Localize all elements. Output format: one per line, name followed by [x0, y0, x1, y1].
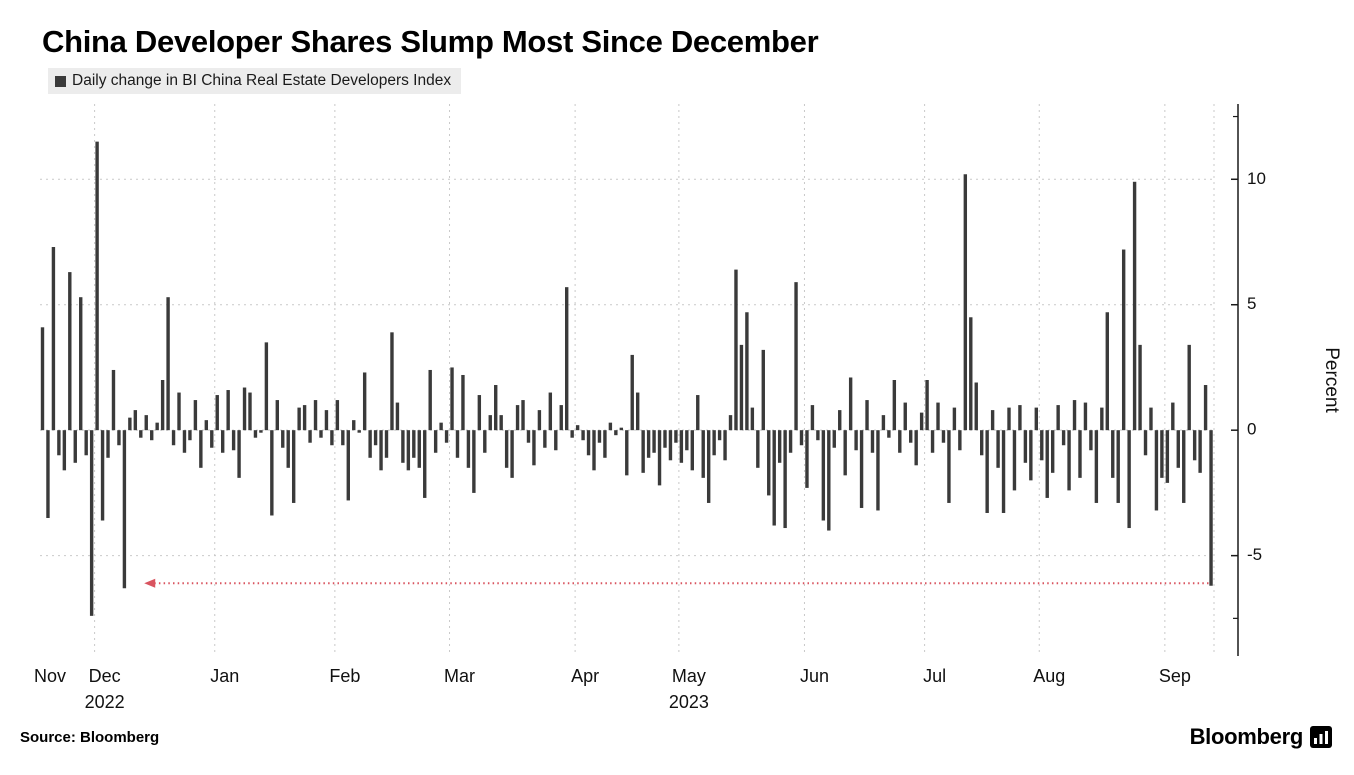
svg-text:10: 10 [1247, 169, 1266, 188]
svg-text:2023: 2023 [669, 692, 709, 712]
chart-page: China Developer Shares Slump Most Since … [0, 24, 1354, 775]
svg-text:Jul: Jul [923, 666, 946, 686]
svg-text:2022: 2022 [85, 692, 125, 712]
svg-text:Feb: Feb [329, 666, 360, 686]
svg-text:5: 5 [1247, 294, 1256, 313]
svg-text:Sep: Sep [1159, 666, 1191, 686]
svg-text:Dec: Dec [89, 666, 121, 686]
svg-text:Jan: Jan [210, 666, 239, 686]
svg-text:-5: -5 [1247, 545, 1262, 564]
bloomberg-terminal-icon [1310, 726, 1332, 748]
svg-text:Apr: Apr [571, 666, 599, 686]
chart-svg: 10 5 0 -5 Nov Dec 2022 Jan Feb Mar Apr May 2023 Jun Ju… [34, 104, 1342, 712]
svg-text:Jun: Jun [800, 666, 829, 686]
svg-text:0: 0 [1247, 420, 1256, 439]
svg-text:Aug: Aug [1033, 666, 1065, 686]
legend-label: Daily change in BI China Real Estate Dev… [72, 72, 452, 89]
svg-text:Percent: Percent [1321, 347, 1342, 413]
chart-legend: Daily change in BI China Real Estate Dev… [48, 68, 462, 94]
svg-text:May: May [672, 666, 706, 686]
svg-text:Nov: Nov [34, 666, 66, 686]
bloomberg-wordmark: Bloomberg [1189, 724, 1304, 749]
bloomberg-logo: Bloomberg [1190, 724, 1332, 750]
chart-footer: Source: Bloomberg Bloomberg [0, 720, 1354, 750]
svg-text:Mar: Mar [444, 666, 475, 686]
legend-swatch-icon [55, 75, 66, 87]
source-note: Source: Bloomberg [20, 728, 160, 746]
page-title: China Developer Shares Slump Most Since … [42, 24, 819, 59]
